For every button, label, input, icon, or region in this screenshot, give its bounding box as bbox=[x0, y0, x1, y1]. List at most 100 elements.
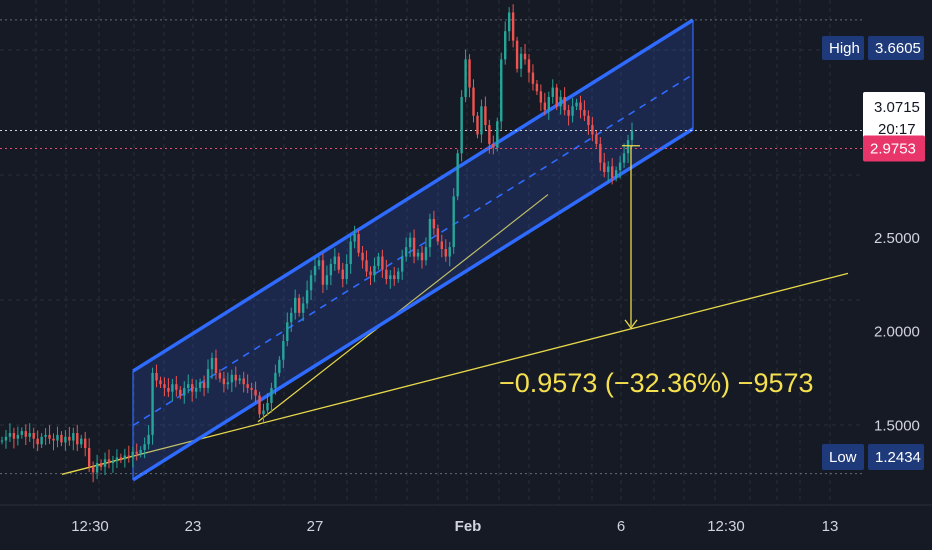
candle-body bbox=[210, 357, 214, 370]
candle-body bbox=[226, 382, 230, 385]
candle-body bbox=[515, 40, 519, 69]
candle-body bbox=[230, 374, 234, 383]
candle-body bbox=[567, 110, 570, 116]
candle-body bbox=[194, 387, 198, 392]
candle-body bbox=[159, 380, 162, 385]
candle-body bbox=[365, 260, 368, 272]
low-label-bg bbox=[822, 444, 864, 470]
candle-body bbox=[456, 153, 459, 197]
candle-body bbox=[361, 252, 364, 261]
candle-body bbox=[543, 102, 547, 111]
candle-body bbox=[266, 402, 269, 411]
candle-body bbox=[4, 436, 8, 441]
candle-body bbox=[579, 102, 582, 111]
candle-body bbox=[0, 440, 4, 442]
high-label-text: High bbox=[829, 40, 860, 57]
candle-body bbox=[464, 59, 467, 97]
candle-body bbox=[591, 125, 594, 135]
candle-body bbox=[385, 269, 388, 280]
high-label-bg bbox=[822, 36, 864, 60]
candle-body bbox=[95, 463, 99, 473]
candle-body bbox=[270, 387, 273, 403]
price-lines bbox=[0, 19, 862, 475]
channel-upper-line bbox=[132, 18, 694, 373]
candle-body bbox=[206, 369, 210, 388]
candle-body bbox=[440, 241, 444, 250]
projection-arrow[interactable] bbox=[622, 145, 640, 329]
candle-body bbox=[626, 140, 630, 154]
candle-body bbox=[123, 455, 127, 460]
candle-body bbox=[87, 448, 91, 467]
candle-body bbox=[587, 115, 590, 126]
candle-body bbox=[337, 256, 340, 270]
candle-body bbox=[294, 297, 297, 313]
candle-body bbox=[432, 218, 436, 229]
measure-annotation[interactable]: −0.9573 (−32.36%) −9573 bbox=[499, 368, 814, 398]
countdown-text: 20:17 bbox=[878, 121, 916, 138]
candle-body bbox=[551, 87, 554, 97]
candle-body bbox=[119, 457, 123, 460]
candle-body bbox=[408, 237, 412, 248]
candle-body bbox=[595, 134, 598, 144]
candle-body bbox=[44, 434, 47, 437]
candle-body bbox=[444, 249, 447, 257]
candle-body bbox=[523, 53, 527, 60]
candle-body bbox=[198, 382, 202, 388]
candle-body bbox=[424, 247, 428, 261]
time-tick-label: 12:30 bbox=[707, 518, 745, 535]
candle-body bbox=[301, 303, 305, 313]
low-value-text: 1.2434 bbox=[875, 449, 921, 466]
time-tick-label: 12:30 bbox=[71, 518, 109, 535]
candle-body bbox=[614, 170, 618, 178]
candle-body bbox=[76, 433, 79, 445]
candle-body bbox=[147, 434, 150, 445]
candle-body bbox=[258, 395, 261, 415]
candle-body bbox=[218, 372, 222, 379]
candle-body bbox=[448, 247, 451, 257]
candle-body bbox=[341, 269, 344, 280]
candle-body bbox=[468, 59, 471, 88]
candle-body bbox=[393, 275, 396, 280]
candle-body bbox=[309, 275, 313, 291]
candle-body bbox=[412, 237, 416, 257]
candle-body bbox=[40, 436, 43, 445]
channel-lower-line bbox=[132, 127, 694, 482]
time-tick-label: 23 bbox=[185, 518, 202, 535]
price-tick-label: 1.5000 bbox=[874, 418, 920, 435]
candle-body bbox=[48, 434, 51, 439]
candle-body bbox=[480, 106, 483, 135]
candle-body bbox=[131, 451, 134, 458]
candle-body bbox=[56, 434, 59, 441]
low-value-bg bbox=[868, 444, 924, 470]
candle-body bbox=[254, 389, 257, 396]
candle-body bbox=[68, 436, 71, 441]
candle-body bbox=[175, 384, 178, 390]
candle-body bbox=[36, 438, 39, 445]
candle-body bbox=[535, 83, 539, 92]
time-tick-label: 27 bbox=[307, 518, 324, 535]
candle-body bbox=[575, 102, 578, 107]
candle-body bbox=[460, 96, 463, 154]
reference-price-bg bbox=[863, 135, 925, 162]
candle-body bbox=[349, 241, 352, 265]
candle-body bbox=[297, 297, 301, 313]
price-tags: High 3.6605 3.0715 20:17 2.9753 Low 1.2434 bbox=[822, 36, 925, 470]
candle-body bbox=[60, 434, 63, 443]
high-value-text: 3.6605 bbox=[875, 40, 921, 57]
candle-body bbox=[531, 72, 535, 84]
candle-body bbox=[511, 12, 515, 41]
candle-body bbox=[99, 463, 103, 467]
grid-lines bbox=[0, 0, 932, 506]
candle-body bbox=[242, 378, 245, 385]
high-value-bg bbox=[868, 36, 924, 60]
candle-body bbox=[329, 264, 333, 276]
candle-body bbox=[507, 12, 511, 32]
candle-body bbox=[20, 431, 24, 435]
candle-body bbox=[143, 444, 146, 450]
candle-body bbox=[107, 459, 111, 464]
candle-body bbox=[583, 110, 586, 116]
candle-body bbox=[8, 433, 12, 437]
candle-body bbox=[222, 378, 226, 385]
time-axis[interactable]: 12:30 23 27 Feb 6 12:30 13 bbox=[71, 518, 838, 535]
